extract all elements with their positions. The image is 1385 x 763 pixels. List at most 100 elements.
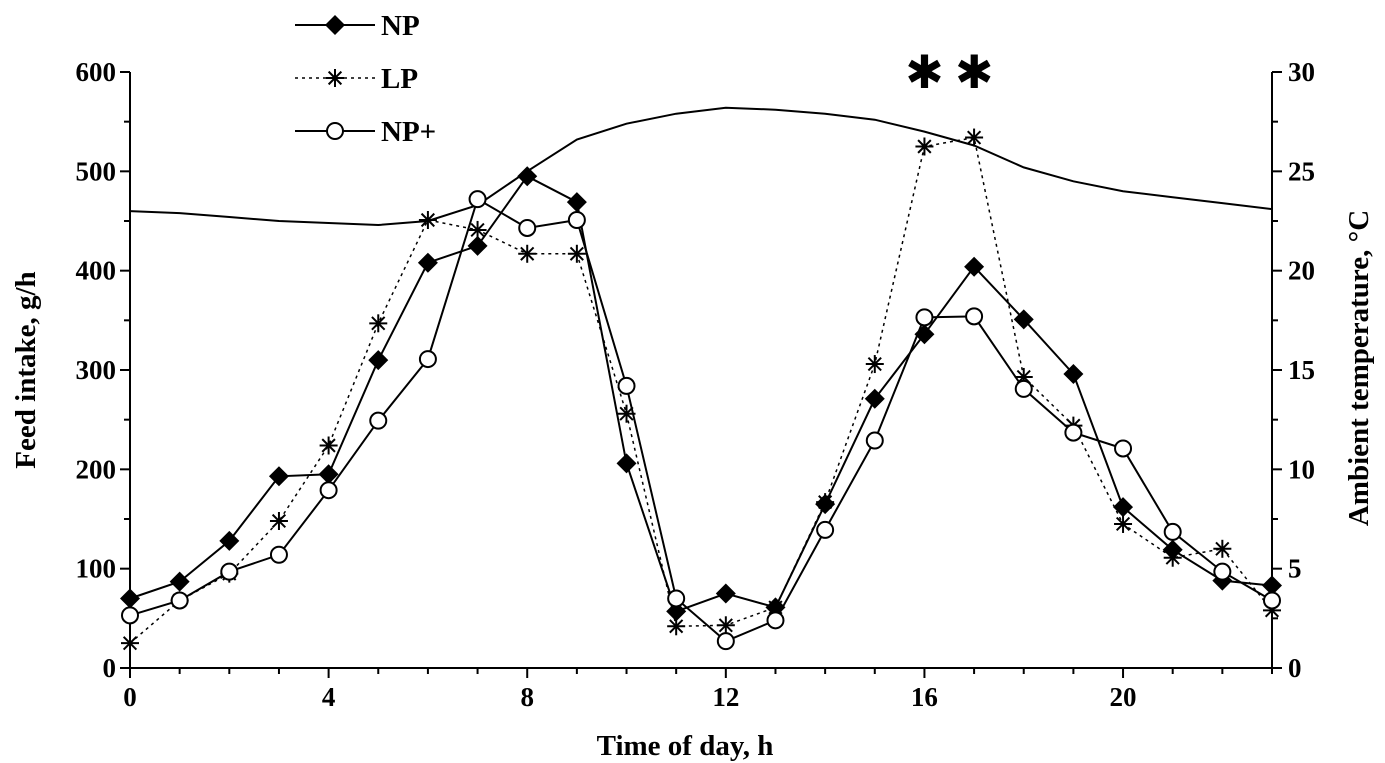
data-point-np	[517, 166, 538, 187]
feed-series-group	[120, 128, 1282, 653]
x-axis-label: Time of day, h	[597, 730, 774, 762]
data-point-lp	[667, 617, 686, 636]
legend-label-np: NP	[381, 10, 420, 42]
data-point-lp	[269, 511, 288, 530]
data-point-np	[368, 350, 389, 371]
data-point-np-	[1263, 591, 1281, 610]
data-point-np-	[716, 632, 735, 651]
data-point-np-	[468, 190, 487, 209]
y2-tick-label: 25	[1288, 156, 1315, 186]
data-point-lp	[418, 211, 437, 230]
data-point-np-	[766, 611, 785, 630]
temperature-series	[129, 106, 1273, 227]
data-point-np	[715, 583, 736, 604]
y-tick-label: 200	[76, 454, 117, 484]
series-line-np	[129, 175, 1273, 613]
data-point-lp	[518, 244, 537, 263]
series-line-lp	[129, 136, 1273, 644]
data-point-np-	[518, 218, 537, 237]
y2-tick-label: 0	[1288, 653, 1302, 683]
data-point-lp	[1114, 514, 1133, 533]
y-tick-label: 300	[76, 355, 117, 385]
data-point-np-	[965, 307, 984, 326]
legend: NP LP NP+	[295, 10, 436, 148]
data-point-lp	[319, 436, 338, 455]
data-point-lp	[716, 616, 735, 635]
y2-tick-label: 10	[1288, 454, 1315, 484]
legend-marker-lp	[326, 69, 344, 87]
x-tick-label: 12	[712, 682, 739, 712]
x-tick-label: 0	[123, 682, 137, 712]
data-point-np-	[1064, 423, 1083, 442]
data-point-np-	[915, 308, 934, 327]
annotations-group: ✱ ✱	[905, 45, 993, 99]
data-point-lp	[121, 634, 139, 653]
data-point-lp	[1213, 539, 1232, 558]
x-tick-label: 4	[322, 682, 336, 712]
data-point-np	[1063, 363, 1084, 384]
data-point-np-	[1163, 522, 1182, 541]
x-tick-label: 16	[911, 682, 938, 712]
data-point-lp	[915, 137, 934, 156]
data-point-lp	[1163, 548, 1182, 567]
data-point-np-	[319, 481, 338, 500]
series-line-ambient-temperature	[129, 106, 1273, 227]
y2-tick-label: 30	[1288, 57, 1315, 87]
data-point-lp	[468, 220, 487, 239]
data-point-np-	[1014, 379, 1033, 398]
x-tick-label: 20	[1110, 682, 1137, 712]
data-point-np	[616, 453, 637, 474]
data-point-np	[1113, 497, 1134, 518]
y2-tick-label: 20	[1288, 256, 1315, 286]
data-point-np	[268, 466, 289, 487]
data-point-lp	[567, 244, 586, 263]
data-point-np	[219, 530, 240, 551]
data-point-lp	[369, 314, 388, 333]
data-point-np-	[369, 411, 388, 430]
y2-tick-label: 5	[1288, 554, 1302, 584]
legend-marker-np-	[326, 122, 344, 140]
data-point-np	[1262, 575, 1282, 596]
data-point-np-	[667, 589, 686, 608]
data-point-np-	[220, 562, 239, 581]
data-point-np	[566, 192, 587, 213]
data-point-np-	[170, 591, 189, 610]
y-tick-label: 500	[76, 156, 117, 186]
y-tick-label: 100	[76, 554, 117, 584]
data-point-np-	[1213, 562, 1232, 581]
data-point-np-	[865, 431, 884, 450]
data-point-np-	[418, 350, 437, 369]
significance-asterisk: ✱	[955, 45, 994, 99]
data-point-np	[417, 252, 438, 273]
data-point-lp	[816, 493, 835, 512]
y2-axis-label: Ambient temperature, °C	[1343, 210, 1375, 526]
data-point-np-	[816, 520, 835, 539]
data-point-np	[120, 588, 140, 609]
y-tick-label: 600	[76, 57, 117, 87]
data-point-np-	[567, 211, 586, 230]
data-point-np	[467, 235, 488, 256]
data-point-np	[864, 388, 885, 409]
significance-asterisk: ✱	[905, 45, 944, 99]
data-point-np-	[617, 376, 636, 395]
y-axis-label: Feed intake, g/h	[10, 271, 42, 468]
legend-marker-np	[325, 15, 345, 35]
y-tick-label: 0	[103, 653, 117, 683]
data-point-np	[169, 571, 190, 592]
data-point-lp	[965, 128, 984, 147]
series-line-np-	[129, 197, 1273, 643]
data-point-np	[964, 256, 985, 277]
y2-tick-label: 15	[1288, 355, 1315, 385]
data-point-np-	[121, 606, 139, 625]
data-point-lp	[865, 355, 884, 374]
data-point-np	[1013, 309, 1034, 330]
y-tick-label: 400	[76, 256, 117, 286]
legend-label-np-: NP+	[381, 116, 436, 148]
data-point-np	[318, 464, 339, 485]
legend-label-lp: LP	[381, 63, 418, 95]
data-point-np-	[269, 545, 288, 564]
data-point-np-	[1114, 439, 1133, 458]
x-tick-label: 8	[520, 682, 534, 712]
